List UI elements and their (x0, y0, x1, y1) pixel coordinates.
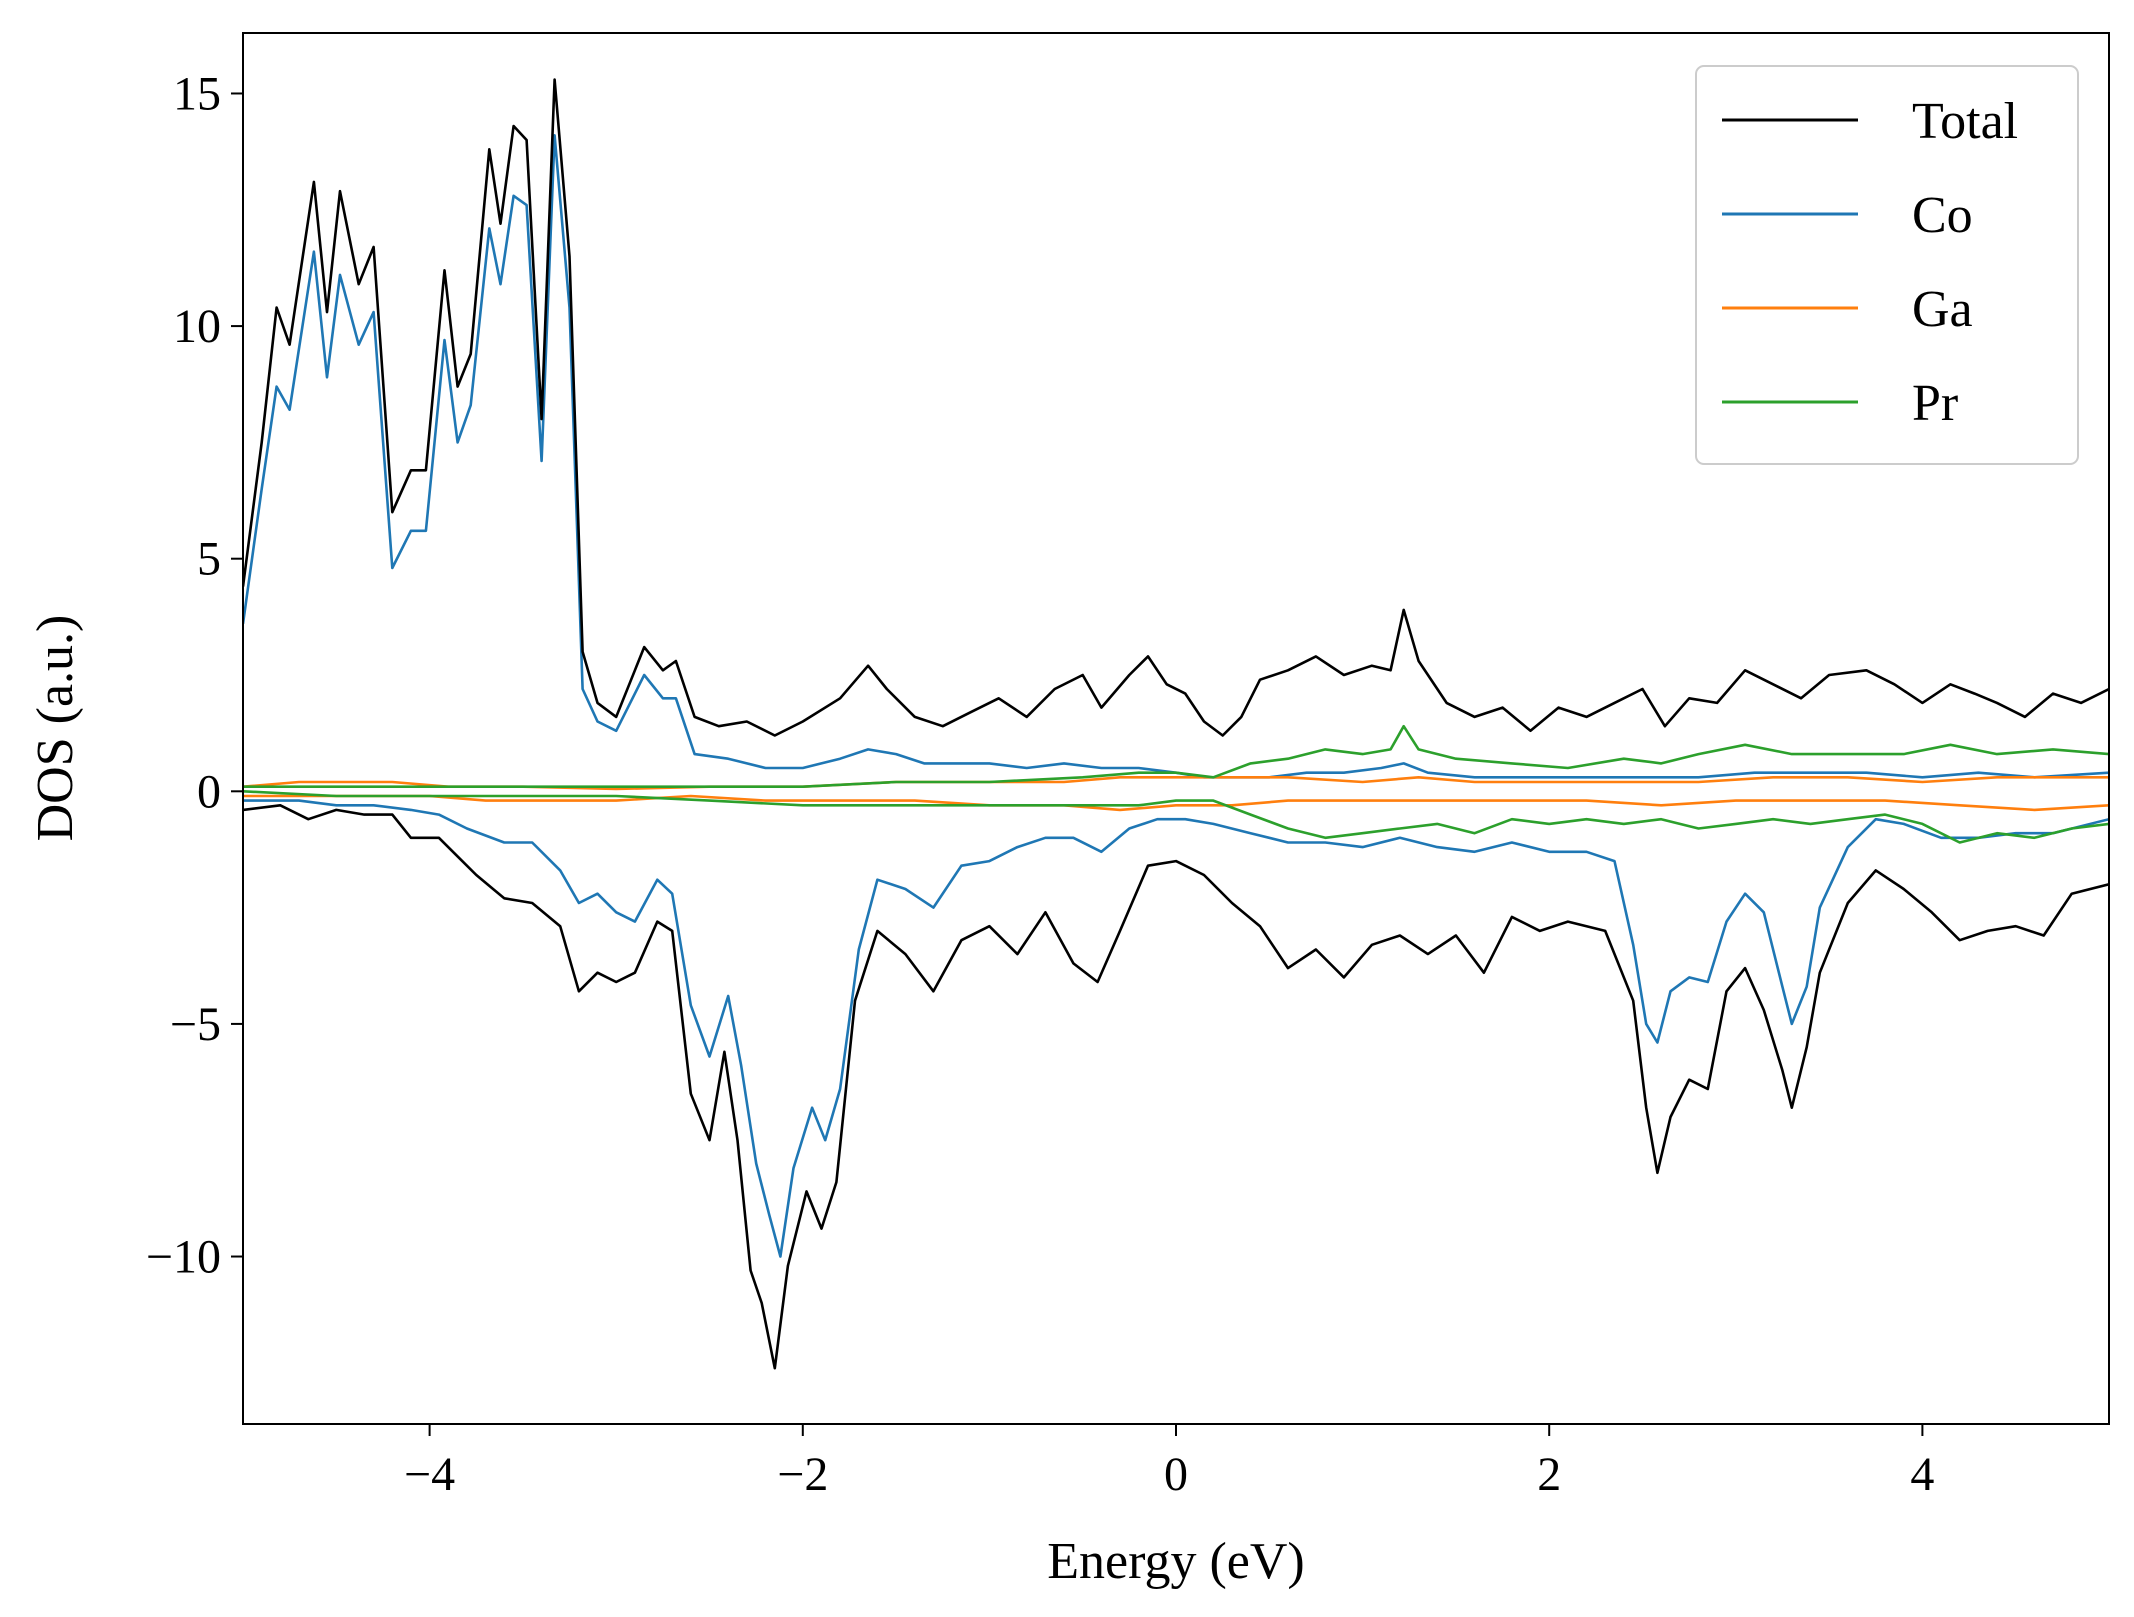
x-tick-label: 4 (1910, 1448, 1934, 1501)
x-tick-label: −4 (404, 1448, 455, 1501)
legend-label-co: Co (1912, 187, 1973, 244)
series-line-co-down (243, 799, 2109, 1258)
y-tick-label: −10 (146, 1231, 221, 1284)
series-line-co-up (243, 134, 2109, 779)
x-tick-label: 2 (1537, 1448, 1561, 1501)
y-tick-label: 0 (197, 765, 221, 818)
legend-box (1695, 65, 2079, 465)
y-axis-label: DOS (a.u.) (27, 615, 84, 842)
legend: Total Co Ga Pr (1695, 65, 2079, 465)
legend-label-pr: Pr (1912, 375, 1958, 432)
legend-label-total: Total (1912, 93, 2018, 150)
y-tick-label: 10 (173, 300, 221, 353)
series-line-total-down (243, 803, 2109, 1370)
x-axis-label: Energy (eV) (1047, 1533, 1305, 1590)
x-tick-label: −2 (777, 1448, 828, 1501)
x-tick-label: 0 (1164, 1448, 1188, 1501)
y-tick-label: 5 (197, 533, 221, 586)
y-axis: −10 −5 0 5 10 15 (146, 67, 243, 1284)
y-tick-label: −5 (170, 998, 221, 1051)
series-lines (243, 78, 2109, 1370)
legend-label-ga: Ga (1912, 281, 1973, 338)
series-line-pr-up (243, 724, 2109, 789)
x-axis: −4 −2 0 2 4 (404, 1424, 1934, 1501)
series-line-ga-down (243, 794, 2109, 812)
series-line-pr-down (243, 790, 2109, 844)
y-tick-label: 15 (173, 67, 221, 120)
series-line-total-up (243, 78, 2109, 737)
